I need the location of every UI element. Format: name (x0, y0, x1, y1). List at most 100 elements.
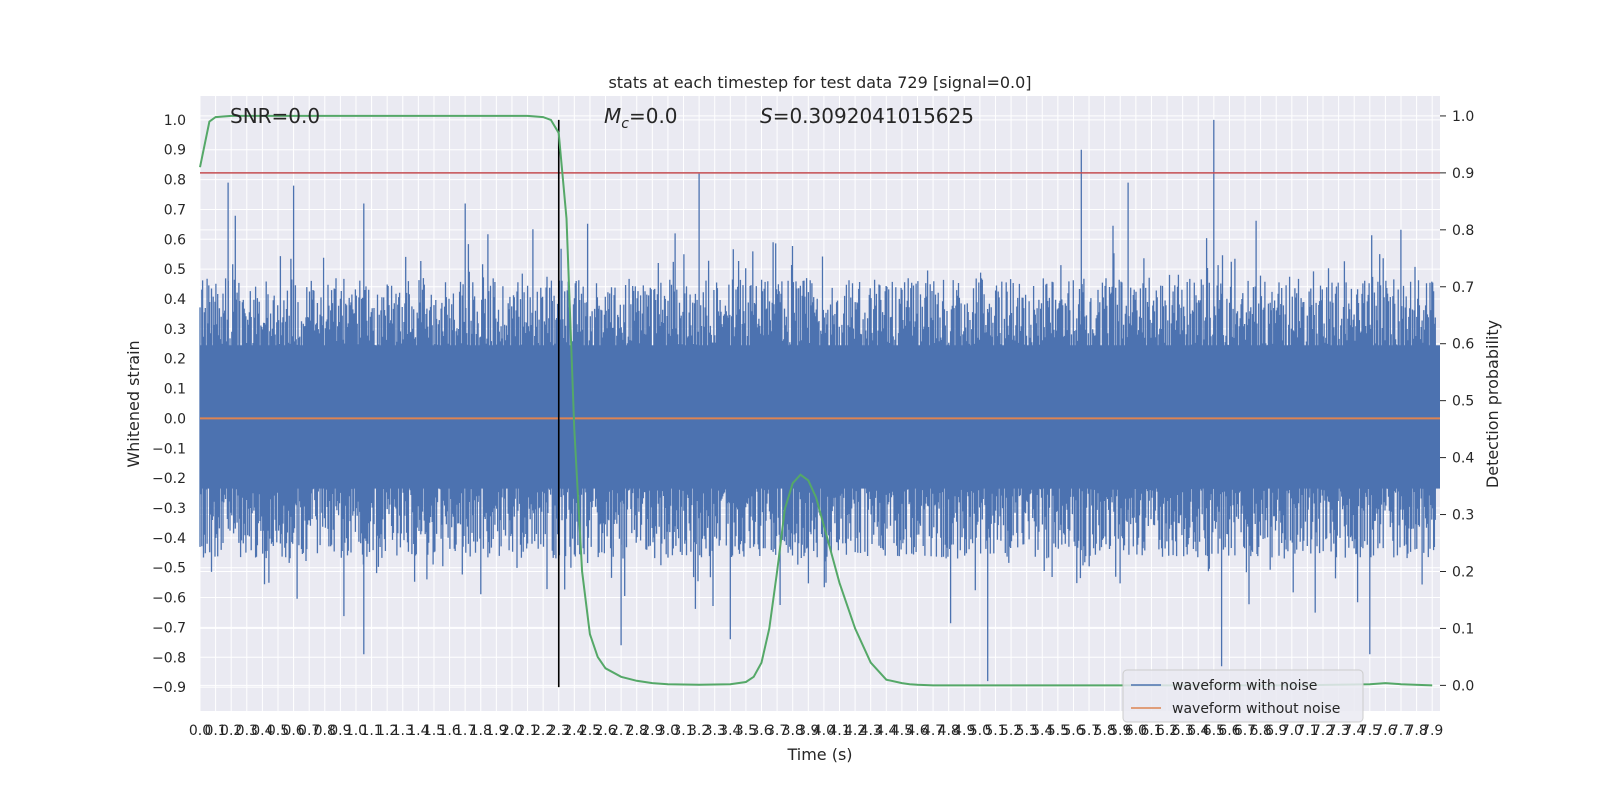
x-tick-label: 1.7 (454, 723, 476, 739)
y2-tick-label: 0.3 (1452, 508, 1474, 524)
x-tick-label: 6.2 (1156, 723, 1178, 739)
x-tick-label: 7.5 (1359, 723, 1381, 739)
x-tick-label: 7.0 (1281, 723, 1303, 739)
x-tick-label: 5.6 (1062, 723, 1084, 739)
y2-tick-label: 0.9 (1452, 166, 1474, 182)
y2-tick-label: 0.7 (1452, 280, 1474, 296)
x-tick-label: 0.3 (236, 723, 258, 739)
chart-title: stats at each timestep for test data 729… (608, 73, 1031, 92)
y-tick-label: 1.0 (164, 113, 186, 129)
x-tick-label: 0.7 (298, 723, 320, 739)
x-tick-label: 5.4 (1031, 723, 1053, 739)
x-tick-label: 0.6 (282, 723, 304, 739)
x-tick-label: 7.3 (1327, 723, 1349, 739)
y2-tick-label: 0.2 (1452, 564, 1474, 580)
x-tick-label: 4.4 (875, 723, 897, 739)
snr-annotation: SNR=0.0 (230, 104, 320, 128)
detection-probability-line (199, 114, 1433, 687)
y-tick-label: 0.4 (164, 292, 186, 308)
x-tick-label: 5.9 (1109, 723, 1131, 739)
chirp-mass-annotation: Mc=0.0 (604, 104, 678, 132)
x-tick-label: 7.1 (1296, 723, 1318, 739)
x-tick-label: 1.9 (485, 723, 507, 739)
y-tick-label: 0.3 (164, 322, 186, 338)
y-tick-label: −0.2 (152, 471, 186, 487)
x-tick-label: 1.0 (345, 723, 367, 739)
x-tick-label: 7.4 (1343, 723, 1365, 739)
y-tick-label: −0.6 (152, 591, 186, 607)
y-tick-label: −0.3 (152, 501, 186, 517)
x-axis-label: Time (s) (786, 745, 852, 764)
y2-tick-label: 0.6 (1452, 337, 1474, 353)
x-tick-label: 3.7 (766, 723, 788, 739)
legend: waveform with noise waveform without noi… (1122, 669, 1364, 723)
x-tick-label: 7.6 (1374, 723, 1396, 739)
legend-label-noise: waveform with noise (1172, 678, 1317, 694)
y-tick-label: 0.2 (164, 352, 186, 368)
x-tick-label: 0.2 (220, 723, 242, 739)
x-tick-label: 5.3 (1016, 723, 1038, 739)
x-tick-label: 5.7 (1078, 723, 1100, 739)
overlay-lines (199, 114, 1440, 688)
x-tick-label: 1.6 (438, 723, 460, 739)
x-tick-label: 3.9 (797, 723, 819, 739)
x-tick-label: 1.1 (360, 723, 382, 739)
x-tick-label: 1.8 (470, 723, 492, 739)
x-tick-label: 2.5 (579, 723, 601, 739)
noise-waveform-core (200, 345, 1440, 489)
x-tick-label: 2.4 (563, 723, 585, 739)
y-tick-label: −0.1 (152, 441, 186, 457)
series-waveform-with-noise (199, 119, 1440, 682)
x-tick-label: 4.5 (891, 723, 913, 739)
x-tick-label: 5.1 (984, 723, 1006, 739)
x-tick-label: 1.3 (392, 723, 414, 739)
x-tick-label: 2.0 (501, 723, 523, 739)
x-tick-label: 6.8 (1249, 723, 1271, 739)
y-tick-label: −0.8 (152, 650, 186, 666)
y2-axis-label: Detection probability (1483, 320, 1502, 488)
x-tick-label: 2.6 (594, 723, 616, 739)
x-tick-label: 7.9 (1421, 723, 1443, 739)
y2-axis-ticks: 1.0 0.9 0.8 0.7 0.6 0.5 0.4 0.3 0.2 0.1 0.0 (1440, 109, 1474, 694)
x-tick-label: 7.7 (1390, 723, 1412, 739)
y-tick-label: 0.1 (164, 382, 186, 398)
y2-tick-label: 0.8 (1452, 223, 1474, 239)
x-tick-label: 1.5 (423, 723, 445, 739)
x-tick-label: 0.1 (204, 723, 226, 739)
y-tick-label: 0.0 (164, 411, 186, 427)
x-tick-label: 0.5 (267, 723, 289, 739)
y-tick-label: 0.9 (164, 143, 186, 159)
y-axis-label: Whitened strain (124, 340, 143, 467)
x-tick-label: 6.6 (1218, 723, 1240, 739)
y-tick-label: 0.8 (164, 173, 186, 189)
x-tick-label: 6.7 (1234, 723, 1256, 739)
x-tick-label: 6.5 (1203, 723, 1225, 739)
y-tick-label: 0.5 (164, 262, 186, 278)
x-tick-label: 1.2 (376, 723, 398, 739)
y-tick-label: 0.6 (164, 232, 186, 248)
x-tick-label: 2.7 (610, 723, 632, 739)
x-tick-label: 7.8 (1405, 723, 1427, 739)
y2-tick-label: 0.1 (1452, 621, 1474, 637)
x-tick-label: 2.9 (641, 723, 663, 739)
legend-label-clean: waveform without noise (1172, 701, 1340, 717)
x-tick-label: 3.0 (657, 723, 679, 739)
x-tick-label: 2.1 (516, 723, 538, 739)
x-tick-label: 4.7 (922, 723, 944, 739)
x-tick-label: 6.3 (1172, 723, 1194, 739)
x-tick-label: 0.0 (189, 723, 211, 739)
x-tick-label: 3.1 (672, 723, 694, 739)
x-tick-label: 5.2 (1000, 723, 1022, 739)
x-tick-label: 2.8 (626, 723, 648, 739)
x-tick-label: 4.9 (953, 723, 975, 739)
x-tick-label: 5.0 (969, 723, 991, 739)
x-tick-label: 6.4 (1187, 723, 1209, 739)
legend-box (1122, 669, 1364, 723)
x-tick-label: 2.3 (548, 723, 570, 739)
x-axis-ticks: 0.00.10.20.30.40.50.60.70.80.91.01.11.21… (189, 723, 1443, 739)
x-tick-label: 3.2 (688, 723, 710, 739)
x-tick-label: 0.8 (314, 723, 336, 739)
x-tick-label: 7.2 (1312, 723, 1334, 739)
x-tick-label: 6.0 (1125, 723, 1147, 739)
